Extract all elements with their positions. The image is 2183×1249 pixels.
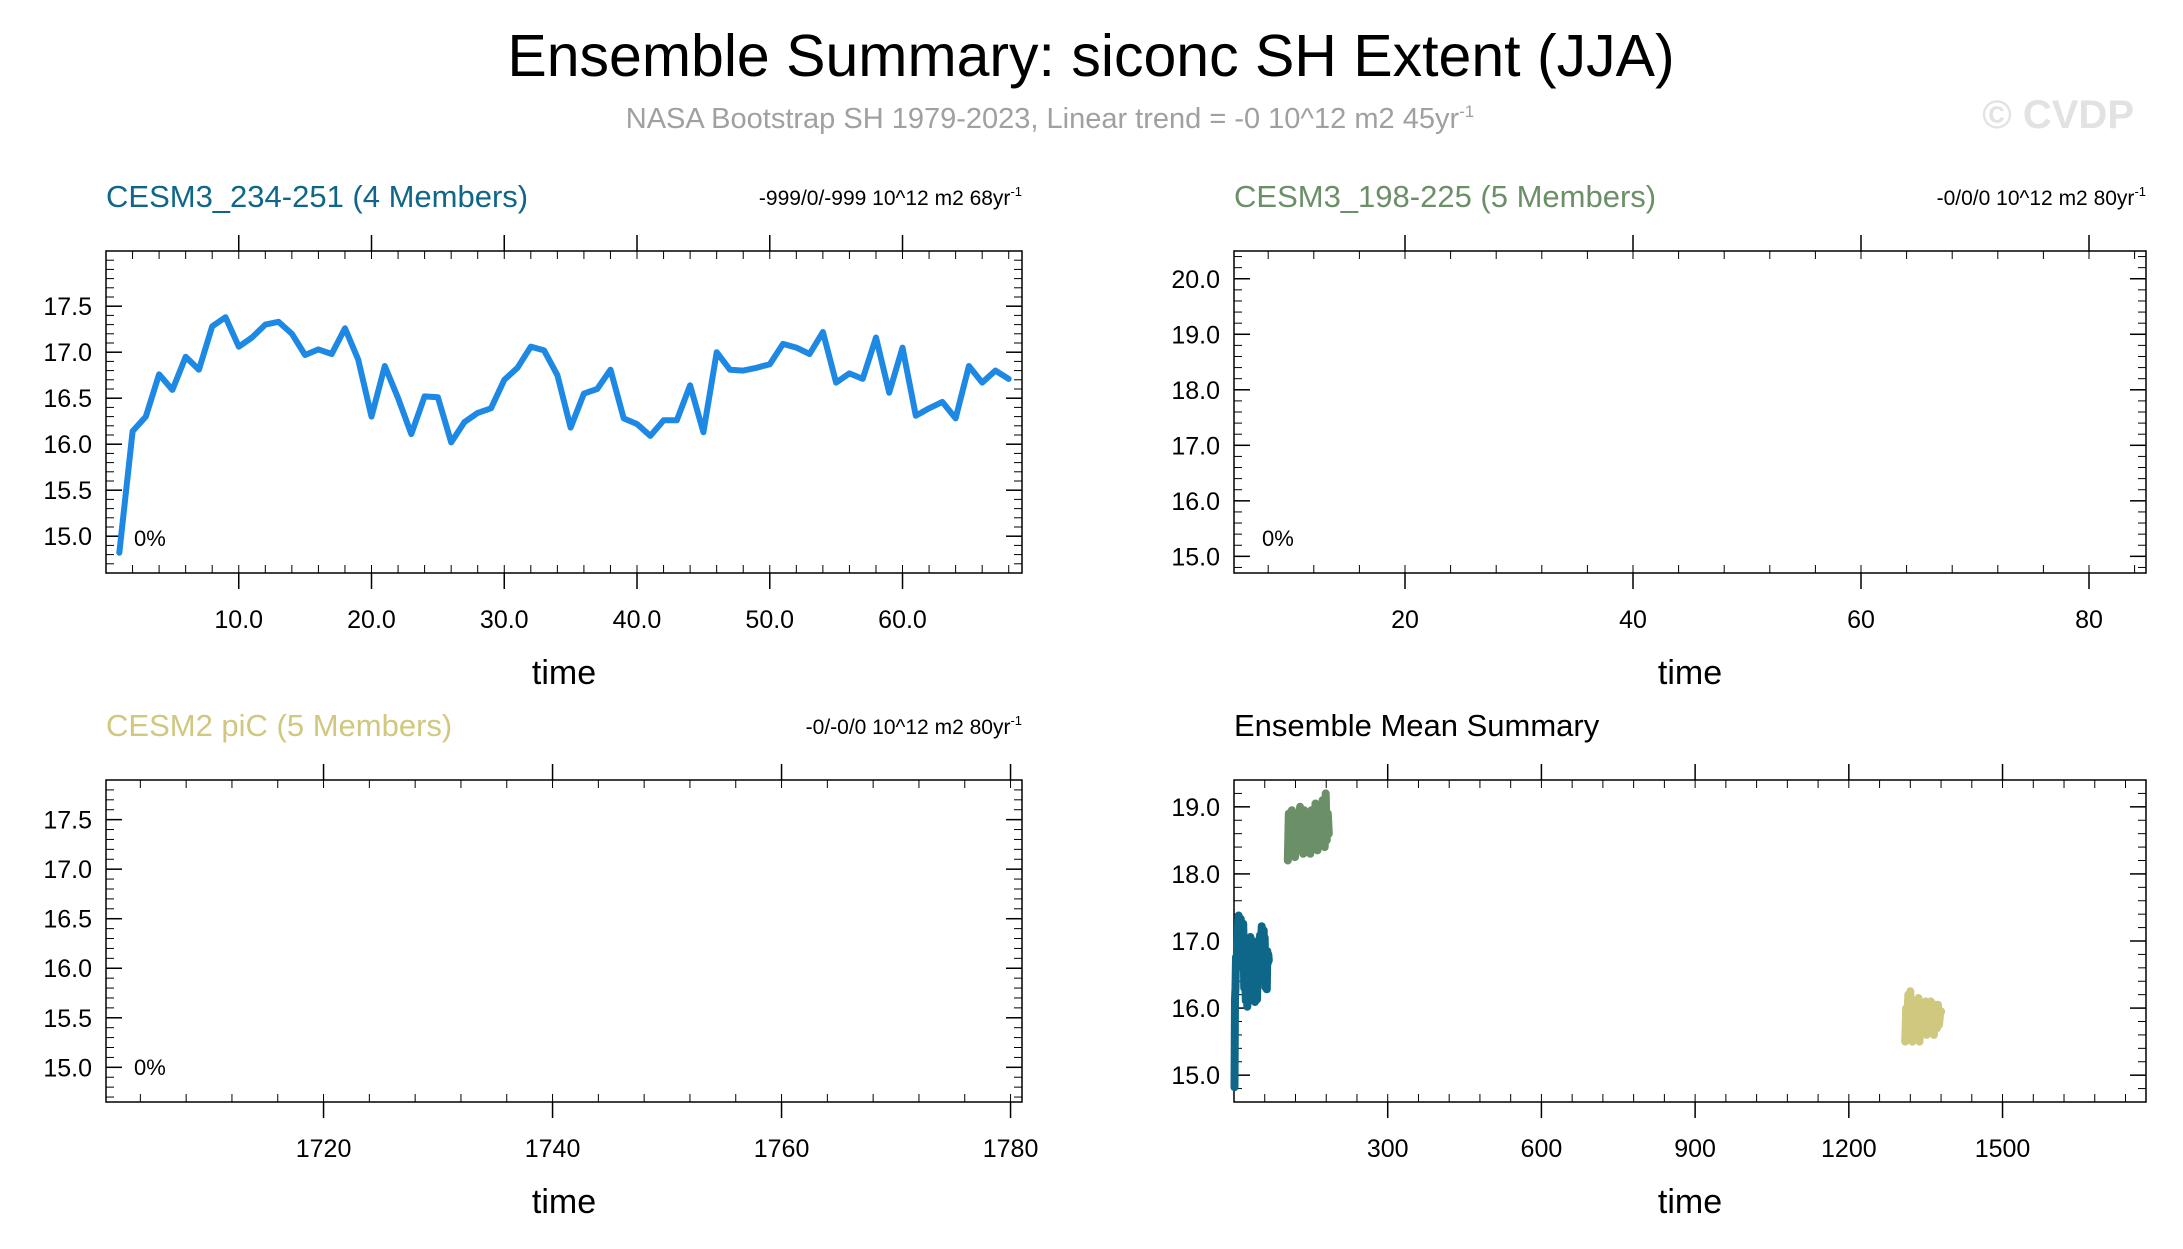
panel-p2: 15.0 16.0 17.0 18.0 19.0 20.0 20 40 60 80 time CESM…: [1171, 179, 2147, 692]
x-tick-label: 10.0: [214, 606, 263, 634]
x-tick-label: 20: [1391, 606, 1419, 634]
x-axis-label: time: [1658, 654, 1722, 692]
series-line-ensemble-member: [116, 314, 1012, 556]
percent-annotation: 0%: [134, 526, 166, 551]
x-tick-label: 1760: [754, 1135, 810, 1163]
percent-annotation: 0%: [1262, 526, 1294, 551]
x-tick-label: 30.0: [480, 606, 529, 634]
x-axis-label: time: [1658, 1183, 1722, 1221]
y-tick-label: 19.0: [1171, 321, 1220, 349]
y-tick-label: 15.0: [43, 1054, 92, 1082]
figure-subtitle: NASA Bootstrap SH 1979-2023, Linear tren…: [626, 102, 1474, 135]
trend-label-sup: -1: [1010, 184, 1022, 199]
trend-label-text: -0/0/0 10^12 m2 80yr: [1937, 187, 2135, 210]
series-line-cesm3-234-251: [1230, 911, 1273, 1092]
x-tick-label: 50.0: [745, 606, 794, 634]
x-tick-label: 80: [2075, 606, 2103, 634]
trend-label-text: -0/-0/0 10^12 m2 80yr: [806, 716, 1011, 739]
figure-title: Ensemble Summary: siconc SH Extent (JJA): [507, 23, 1674, 89]
y-tick-label: 16.0: [43, 431, 92, 459]
x-tick-label: 40: [1619, 606, 1647, 634]
panel-title: Ensemble Mean Summary: [1234, 708, 1600, 743]
y-tick-label: 18.0: [1171, 377, 1220, 405]
x-axis-label: time: [532, 654, 596, 692]
series-line-cesm2-pic: [1901, 987, 1946, 1046]
y-tick-label: 15.0: [1171, 543, 1220, 571]
x-tick-label: 900: [1674, 1135, 1716, 1163]
series-line-cesm3-198-225: [1283, 789, 1333, 865]
x-tick-label: 1740: [525, 1135, 581, 1163]
y-tick-label: 17.0: [43, 856, 92, 884]
x-tick-label: 60: [1847, 606, 1875, 634]
x-tick-label: 40.0: [613, 606, 662, 634]
x-tick-label: 1500: [1975, 1135, 2031, 1163]
x-tick-label: 60.0: [878, 606, 927, 634]
x-tick-label: 1200: [1821, 1135, 1877, 1163]
panel-p3: 15.0 15.5 16.0 16.5 17.0 17.5 1720 1740 1760 1780…: [43, 708, 1038, 1221]
cvdp-watermark: © CVDP: [1982, 93, 2134, 137]
y-tick-label: 18.0: [1171, 861, 1220, 889]
figure-subtitle-sup: -1: [1459, 102, 1474, 121]
percent-annotation: 0%: [134, 1055, 166, 1080]
y-tick-label: 17.0: [1171, 928, 1220, 956]
y-tick-label: 17.0: [1171, 432, 1220, 460]
figure-subtitle-text: NASA Bootstrap SH 1979-2023, Linear tren…: [626, 103, 1460, 135]
trend-label: -0/-0/0 10^12 m2 80yr-1: [806, 713, 1022, 739]
trend-label: -0/0/0 10^12 m2 80yr-1: [1937, 184, 2146, 210]
y-tick-label: 16.0: [1171, 488, 1220, 516]
plot-frame: [105, 250, 1023, 574]
x-tick-label: 300: [1367, 1135, 1409, 1163]
y-tick-label: 19.0: [1171, 794, 1220, 822]
x-axis-label: time: [532, 1183, 596, 1221]
trend-label: -999/0/-999 10^12 m2 68yr-1: [759, 184, 1022, 210]
x-tick-label: 1780: [983, 1135, 1039, 1163]
y-tick-label: 20.0: [1171, 266, 1220, 294]
trend-label-sup: -1: [1010, 713, 1022, 728]
panel-title: CESM3_234-251 (4 Members): [106, 179, 528, 214]
x-tick-label: 600: [1521, 1135, 1563, 1163]
y-tick-label: 16.5: [43, 385, 92, 413]
y-tick-label: 15.5: [43, 1005, 92, 1033]
panel-title: CESM2 piC (5 Members): [106, 708, 452, 743]
y-tick-label: 15.0: [43, 523, 92, 551]
y-tick-label: 16.5: [43, 906, 92, 934]
y-tick-label: 16.0: [1171, 995, 1220, 1023]
x-tick-label: 20.0: [347, 606, 396, 634]
panels: 15.0 15.5 16.0 16.5 17.0 17.5 10.0 20.0 30.0 40.0…: [43, 179, 2147, 1221]
trend-label-text: -999/0/-999 10^12 m2 68yr: [759, 187, 1011, 210]
y-tick-label: 17.0: [43, 339, 92, 367]
y-tick-label: 15.0: [1171, 1062, 1220, 1090]
trend-label-sup: -1: [2134, 184, 2146, 199]
y-tick-label: 15.5: [43, 477, 92, 505]
y-tick-label: 17.5: [43, 807, 92, 835]
x-tick-label: 1720: [296, 1135, 352, 1163]
panel-title: CESM3_198-225 (5 Members): [1234, 179, 1656, 214]
y-tick-label: 17.5: [43, 293, 92, 321]
plot-frame: [105, 779, 1023, 1103]
panel-p4: 15.0 16.0 17.0 18.0 19.0 300 600 900 1200 1500 tim…: [1171, 708, 2147, 1221]
y-tick-label: 16.0: [43, 955, 92, 983]
panel-p1: 15.0 15.5 16.0 16.5 17.0 17.5 10.0 20.0 30.0 40.0…: [43, 179, 1023, 692]
